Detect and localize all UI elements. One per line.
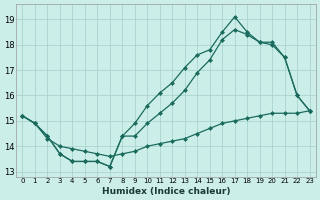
X-axis label: Humidex (Indice chaleur): Humidex (Indice chaleur) xyxy=(102,187,230,196)
